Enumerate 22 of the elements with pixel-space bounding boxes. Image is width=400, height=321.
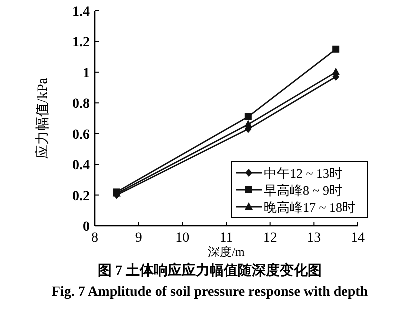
x-tick-label: 11 xyxy=(220,231,234,246)
legend-label: 中午12 ~ 13时 xyxy=(264,166,343,181)
x-tick-label: 10 xyxy=(176,231,190,246)
legend-label: 早高峰8 ~ 9时 xyxy=(264,183,343,198)
y-tick-label: 0.4 xyxy=(72,158,90,174)
y-axis-title: 应力幅值/kPa xyxy=(35,77,51,159)
y-tick-label: 1.2 xyxy=(72,36,90,51)
y-tick-label: 0.8 xyxy=(72,97,90,112)
x-tick-label: 12 xyxy=(263,231,278,246)
y-tick-label: 1.4 xyxy=(72,5,90,20)
y-tick-label: 0.2 xyxy=(72,189,90,204)
text: 图 7 土体响应应力幅值随深度变化图 xyxy=(98,262,322,279)
y-tick-label: 1 xyxy=(83,66,90,82)
x-tick-label: 14 xyxy=(351,231,365,246)
x-tick-label: 8 xyxy=(92,231,98,246)
text: Fig. 7 Amplitude of soil pressure response with depth xyxy=(52,285,368,300)
y-tick-label: 0 xyxy=(83,220,90,235)
x-axis-title: 深度/m xyxy=(208,245,246,259)
legend-label: 晚高峰17 ~ 18时 xyxy=(264,200,356,215)
y-tick-label: 0.6 xyxy=(72,128,90,143)
x-tick-label: 13 xyxy=(307,231,322,246)
x-tick-label: 9 xyxy=(135,231,142,246)
